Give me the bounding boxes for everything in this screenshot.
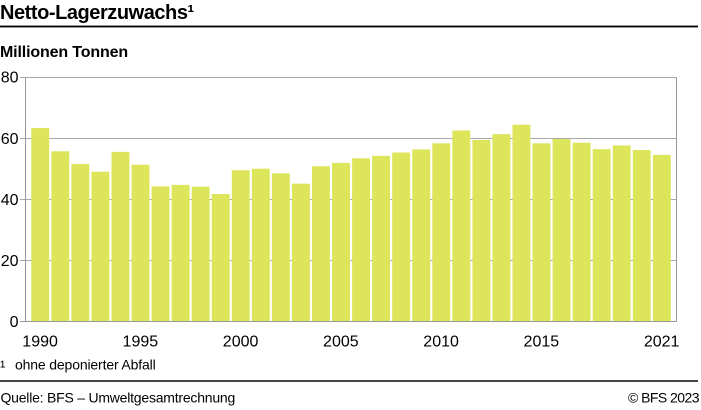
svg-text:2015: 2015 <box>524 334 560 351</box>
svg-text:Quelle: BFS – Umweltgesamtrech: Quelle: BFS – Umweltgesamtrechnung <box>1 390 236 406</box>
svg-text:© BFS 2023: © BFS 2023 <box>628 390 700 406</box>
svg-text:60: 60 <box>1 131 19 148</box>
svg-text:20: 20 <box>1 253 19 270</box>
svg-text:Netto-Lagerzuwachs¹: Netto-Lagerzuwachs¹ <box>0 2 194 24</box>
svg-text:¹: ¹ <box>0 359 5 376</box>
svg-text:2021: 2021 <box>644 334 680 351</box>
svg-text:ohne deponierter Abfall: ohne deponierter Abfall <box>15 356 156 372</box>
svg-text:1990: 1990 <box>22 334 58 351</box>
svg-text:80: 80 <box>1 70 19 87</box>
svg-text:0: 0 <box>10 314 19 331</box>
svg-text:Millionen Tonnen: Millionen Tonnen <box>0 44 128 61</box>
svg-text:2000: 2000 <box>223 334 259 351</box>
svg-text:2005: 2005 <box>323 334 359 351</box>
svg-text:2010: 2010 <box>423 334 459 351</box>
svg-text:1995: 1995 <box>123 334 159 351</box>
svg-text:40: 40 <box>1 192 19 209</box>
